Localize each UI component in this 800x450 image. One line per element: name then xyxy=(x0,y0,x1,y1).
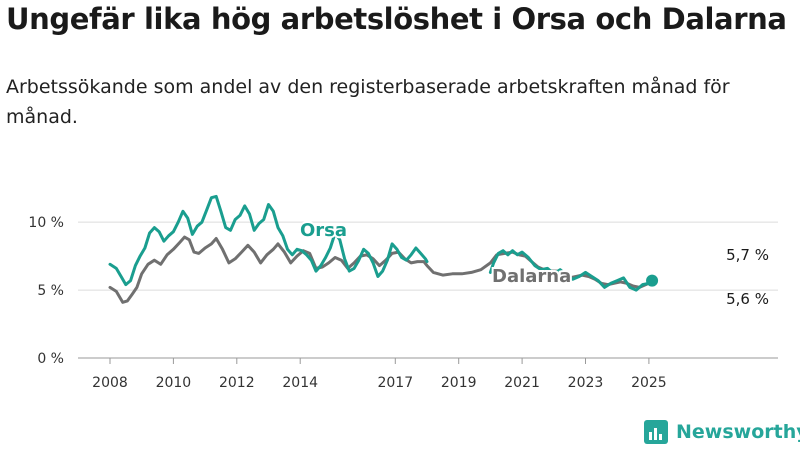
x-tick-label: 2010 xyxy=(156,375,192,391)
y-tick-label: 10 % xyxy=(28,215,64,231)
series-label-orsa: Orsa xyxy=(300,220,347,241)
x-tick-label: 2025 xyxy=(631,375,667,391)
end-value-label-orsa: 5,7 % xyxy=(726,246,769,264)
series-label-dalarna: Dalarna xyxy=(492,266,571,287)
series-line-orsa xyxy=(108,194,429,287)
brand-name: Newsworthy xyxy=(676,421,800,443)
x-tick-label: 2017 xyxy=(377,375,413,391)
x-tick-label: 2014 xyxy=(282,375,318,391)
x-tick-label: 2008 xyxy=(92,375,128,391)
x-tick-label: 2019 xyxy=(441,375,477,391)
brand-logo: Newsworthy xyxy=(644,420,800,444)
newsworthy-logo-icon xyxy=(644,420,668,444)
chart-title: Ungefär lika hög arbetslöshet i Orsa och… xyxy=(6,2,787,36)
series-end-point xyxy=(646,274,659,287)
end-value-label-dalarna: 5,6 % xyxy=(726,290,769,308)
x-tick-label: 2021 xyxy=(504,375,540,391)
series-line-orsa xyxy=(488,249,654,292)
y-tick-label: 0 % xyxy=(37,351,64,367)
x-tick-label: 2012 xyxy=(219,375,255,391)
chart-subtitle: Arbetssökande som andel av den registerb… xyxy=(6,76,730,128)
y-tick-label: 5 % xyxy=(37,283,64,299)
x-tick-label: 2023 xyxy=(568,375,604,391)
